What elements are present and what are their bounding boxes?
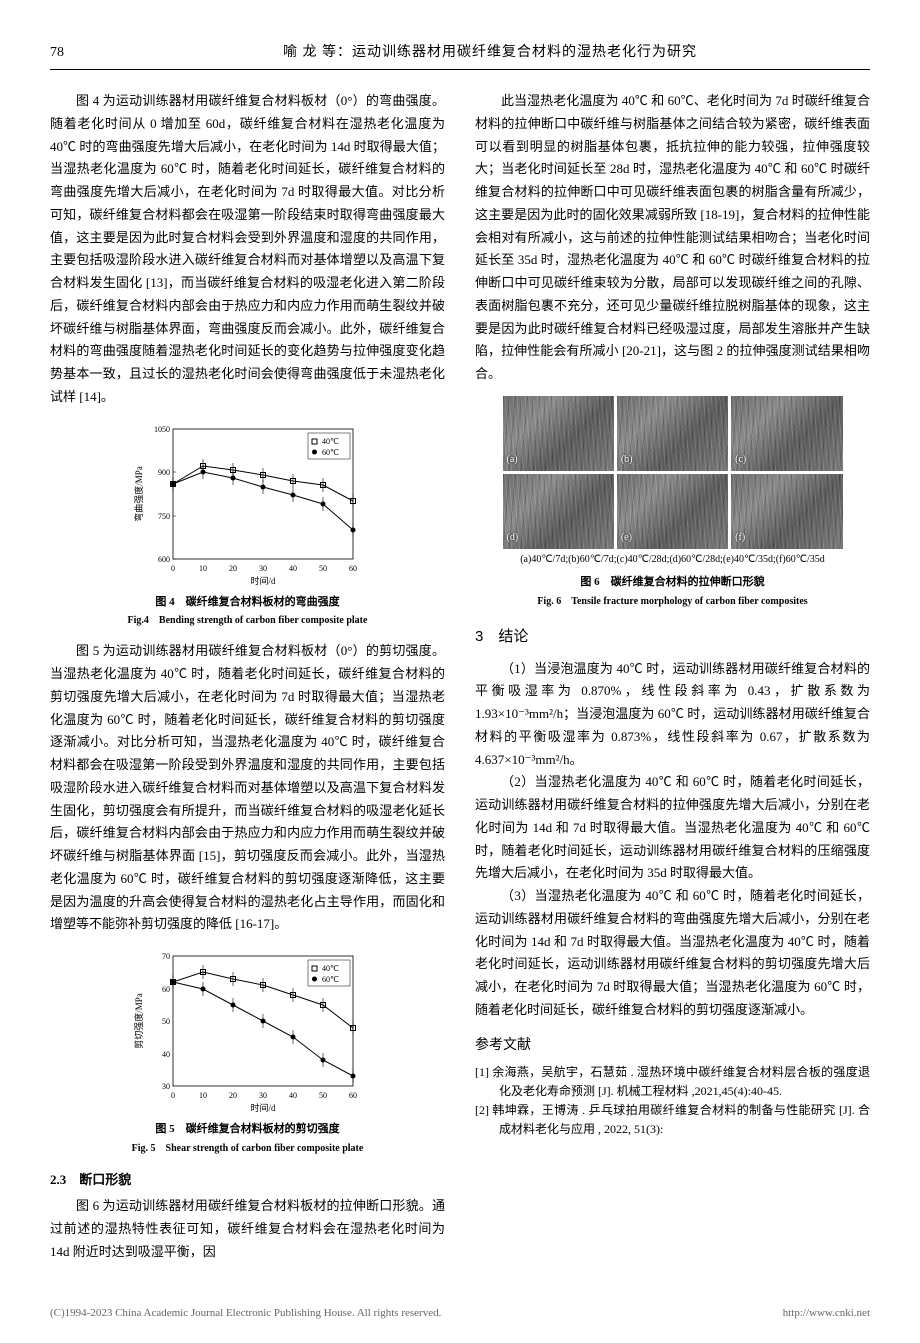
svg-text:30: 30	[259, 1091, 267, 1100]
fig4-chart: 600 750 900 1050 0 10 20 30 40 50 60 时间/…	[128, 419, 368, 589]
fig6-caption-en: Fig. 6 Tensile fracture morphology of ca…	[475, 593, 870, 611]
page-footer: (C)1994-2023 China Academic Journal Elec…	[50, 1304, 870, 1324]
fig6-sem-grid: (a) (b) (c) (d) (e) (f)	[503, 396, 843, 549]
svg-text:20: 20	[229, 564, 237, 573]
conclusion-2: （2）当湿热老化温度为 40℃ 和 60℃ 时，随着老化时间延长，运动训练器材用…	[475, 771, 870, 885]
paragraph-fig5-intro: 图 5 为运动训练器材用碳纤维复合材料板材（0°）的剪切强度。当湿热老化温度为 …	[50, 640, 445, 936]
fig6-cell-f: (f)	[731, 474, 842, 549]
conclusion-1: （1）当浸泡温度为 40℃ 时，运动训练器材用碳纤维复合材料的平衡吸湿率为 0.…	[475, 658, 870, 772]
fig5-caption-cn: 图 5 碳纤维复合材料板材的剪切强度	[50, 1120, 445, 1140]
svg-text:30: 30	[162, 1082, 170, 1091]
fig5-xlabel: 时间/d	[250, 1102, 276, 1113]
svg-text:60: 60	[162, 985, 170, 994]
svg-text:60℃: 60℃	[322, 448, 339, 457]
fig6-cell-e: (e)	[617, 474, 728, 549]
svg-text:50: 50	[319, 1091, 327, 1100]
reference-1: [1] 余海燕，吴航宇，石慧茹 . 湿热环境中碳纤维复合材料层合板的强度退化及老…	[475, 1063, 870, 1101]
fig6-caption-cn: 图 6 碳纤维复合材料的拉伸断口形貌	[475, 573, 870, 593]
svg-text:40: 40	[289, 564, 297, 573]
svg-text:60℃: 60℃	[322, 975, 339, 984]
reference-2: [2] 韩坤霖，王博涛 . 乒乓球拍用碳纤维复合材料的制备与性能研究 [J]. …	[475, 1101, 870, 1139]
figure-4: 600 750 900 1050 0 10 20 30 40 50 60 时间/…	[50, 419, 445, 631]
right-column: 此当湿热老化温度为 40℃ 和 60℃、老化时间为 7d 时碳纤维复合材料的拉伸…	[475, 90, 870, 1263]
svg-text:10: 10	[199, 1091, 207, 1100]
subsection-2-3: 2.3 断口形貌	[50, 1168, 445, 1191]
fig4-caption-cn: 图 4 碳纤维复合材料板材的弯曲强度	[50, 593, 445, 613]
paragraph-right-continue: 此当湿热老化温度为 40℃ 和 60℃、老化时间为 7d 时碳纤维复合材料的拉伸…	[475, 90, 870, 386]
svg-text:10: 10	[199, 564, 207, 573]
svg-text:0: 0	[171, 1091, 175, 1100]
svg-text:20: 20	[229, 1091, 237, 1100]
fig5-chart: 3040506070 0102030 405060 时间/d 剪切强度/MPa …	[128, 946, 368, 1116]
footer-url: http://www.cnki.net	[783, 1304, 870, 1324]
section-3-heading: 3 结论	[475, 623, 870, 650]
fig4-xlabel: 时间/d	[250, 575, 276, 586]
svg-text:40: 40	[162, 1050, 170, 1059]
header-title: 喻 龙 等：运动训练器材用碳纤维复合材料的湿热老化行为研究	[110, 40, 870, 65]
svg-text:70: 70	[162, 952, 170, 961]
svg-text:1050: 1050	[154, 425, 170, 434]
fig5-caption-en: Fig. 5 Shear strength of carbon fiber co…	[50, 1140, 445, 1158]
two-column-layout: 图 4 为运动训练器材用碳纤维复合材料板材（0°）的弯曲强度。随着老化时间从 0…	[50, 90, 870, 1263]
fig4-ylabel: 弯曲强度/MPa	[133, 466, 144, 522]
fig5-ylabel: 剪切强度/MPa	[133, 993, 144, 1049]
fig6-cell-a: (a)	[503, 396, 614, 471]
left-column: 图 4 为运动训练器材用碳纤维复合材料板材（0°）的弯曲强度。随着老化时间从 0…	[50, 90, 445, 1263]
svg-text:60: 60	[349, 564, 357, 573]
page-number: 78	[50, 40, 110, 65]
conclusion-3: （3）当湿热老化温度为 40℃ 和 60℃ 时，随着老化时间延长，运动训练器材用…	[475, 885, 870, 1022]
fig6-subcaption: (a)40℃/7d;(b)60℃/7d;(c)40℃/28d;(d)60℃/28…	[475, 551, 870, 569]
figure-6: (a) (b) (c) (d) (e) (f) (a)40℃/7d;(b)60℃…	[475, 396, 870, 611]
svg-text:900: 900	[158, 468, 170, 477]
figure-5: 3040506070 0102030 405060 时间/d 剪切强度/MPa …	[50, 946, 445, 1158]
references-heading: 参考文献	[475, 1032, 870, 1057]
svg-text:750: 750	[158, 512, 170, 521]
paragraph-fig4-intro: 图 4 为运动训练器材用碳纤维复合材料板材（0°）的弯曲强度。随着老化时间从 0…	[50, 90, 445, 409]
svg-text:600: 600	[158, 555, 170, 564]
paragraph-fracture: 图 6 为运动训练器材用碳纤维复合材料板材的拉伸断口形貌。通过前述的湿热特性表征…	[50, 1195, 445, 1263]
svg-text:40℃: 40℃	[322, 964, 339, 973]
svg-text:40: 40	[289, 1091, 297, 1100]
page-header: 78 喻 龙 等：运动训练器材用碳纤维复合材料的湿热老化行为研究	[50, 40, 870, 70]
fig6-cell-d: (d)	[503, 474, 614, 549]
svg-text:50: 50	[162, 1017, 170, 1026]
svg-text:30: 30	[259, 564, 267, 573]
svg-text:0: 0	[171, 564, 175, 573]
fig4-caption-en: Fig.4 Bending strength of carbon fiber c…	[50, 612, 445, 630]
footer-copyright: (C)1994-2023 China Academic Journal Elec…	[50, 1304, 441, 1324]
svg-text:60: 60	[349, 1091, 357, 1100]
fig6-cell-b: (b)	[617, 396, 728, 471]
fig6-cell-c: (c)	[731, 396, 842, 471]
svg-text:50: 50	[319, 564, 327, 573]
svg-text:40℃: 40℃	[322, 437, 339, 446]
